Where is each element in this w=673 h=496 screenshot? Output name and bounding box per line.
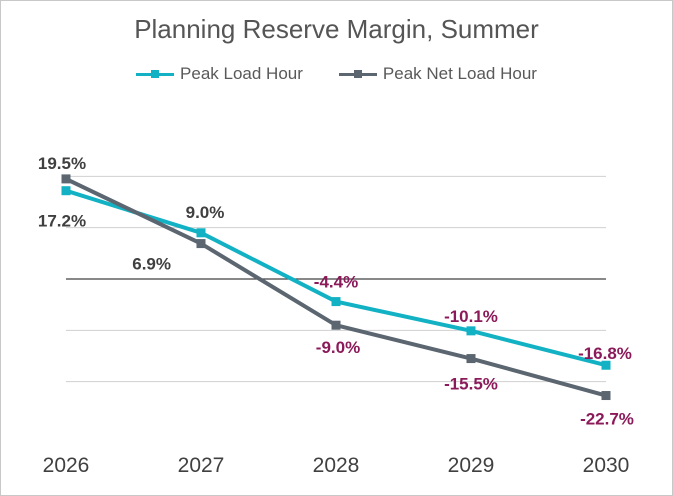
legend-swatch-peak-net-load: [338, 68, 377, 80]
chart-legend: Peak Load Hour Peak Net Load Hour: [0, 64, 673, 84]
data-point-peak-net-load: [466, 354, 476, 364]
chart-title: Planning Reserve Margin, Summer: [134, 14, 539, 44]
data-label-peak-net-load: 19.5%: [38, 154, 86, 173]
legend-item-peak-net-load: Peak Net Load Hour: [338, 64, 537, 84]
legend-label-peak-load: Peak Load Hour: [180, 64, 303, 83]
data-label-peak-net-load: 6.9%: [132, 255, 171, 274]
data-point-peak-net-load: [61, 174, 71, 184]
legend-item-peak-load: Peak Load Hour: [136, 64, 303, 84]
x-tick-label: 2027: [178, 454, 225, 477]
data-point-peak-load: [61, 186, 71, 196]
data-point-peak-net-load: [331, 320, 341, 330]
data-point-peak-net-load: [196, 239, 206, 249]
data-label-peak-net-load: -15.5%: [444, 375, 498, 394]
data-label-peak-load: 9.0%: [186, 203, 225, 222]
legend-label-peak-net-load: Peak Net Load Hour: [382, 64, 537, 83]
data-label-peak-load: 17.2%: [38, 212, 86, 231]
data-point-peak-net-load: [601, 391, 611, 401]
data-point-peak-load: [601, 360, 611, 370]
x-tick-label: 2028: [313, 454, 360, 477]
data-point-peak-load: [196, 228, 206, 238]
legend-swatch-peak-load: [136, 68, 175, 80]
data-label-peak-load: -16.8%: [578, 344, 632, 363]
data-label-peak-load: -10.1%: [444, 307, 498, 326]
data-label-peak-net-load: -22.7%: [580, 410, 634, 429]
data-point-peak-load: [466, 326, 476, 336]
x-tick-label: 2029: [448, 454, 495, 477]
data-point-peak-load: [331, 297, 341, 307]
data-label-peak-net-load: -9.0%: [316, 338, 360, 357]
x-tick-label: 2026: [43, 454, 90, 477]
data-label-peak-load: -4.4%: [314, 273, 358, 292]
x-tick-label: 2030: [583, 454, 630, 477]
